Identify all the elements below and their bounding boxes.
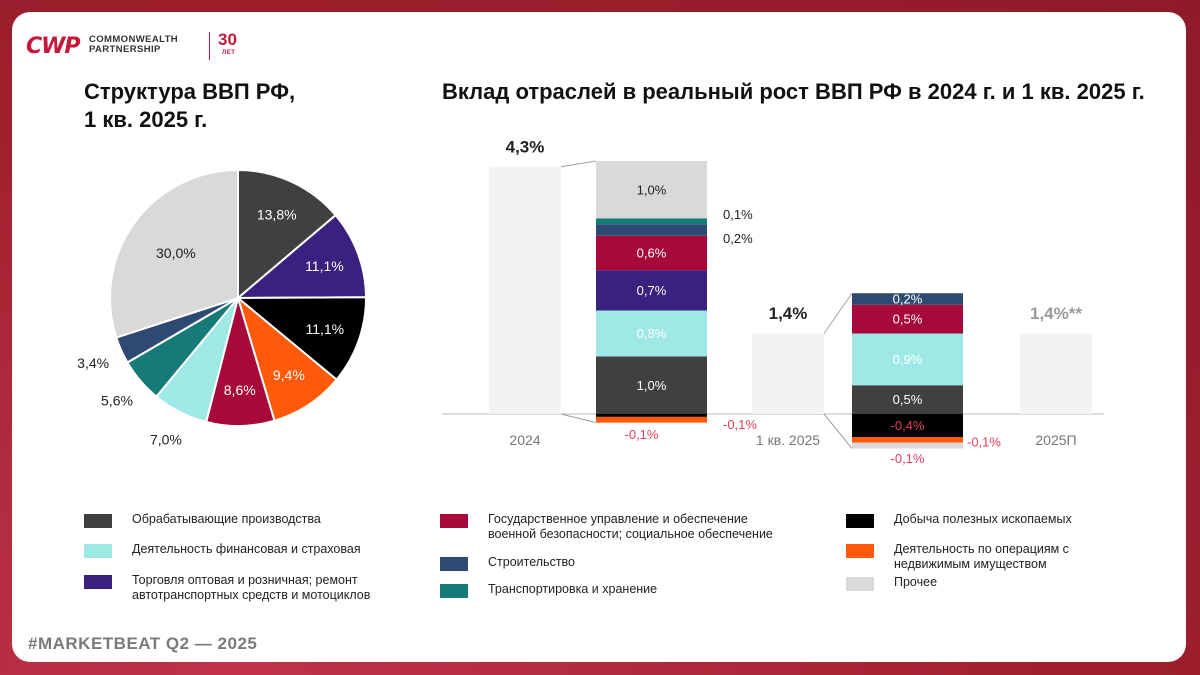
seg-0-construction	[596, 224, 707, 236]
seg-0-government	[596, 235, 707, 271]
seg-label-1-manufacturing: 0,5%	[893, 392, 923, 407]
bar-chart-title: Вклад отраслей в реальный рост ВВП РФ в …	[442, 79, 1145, 104]
seg-0-mining	[596, 414, 707, 417]
pie-label-transport: 5,6%	[101, 393, 133, 409]
legend-label-trade: Торговля оптовая и розничная; ремонт авт…	[132, 573, 371, 602]
legend-swatch-manufacturing	[84, 514, 112, 528]
legend-swatch-other	[846, 577, 874, 591]
seg-1-realestate	[852, 437, 963, 443]
total-label-1: 1,4%	[769, 304, 808, 323]
seg-extra-label-0: -0,1%	[723, 417, 757, 432]
company-logo: CWP COMMONWEALTH PARTNERSHIP 30 ЛЕТ	[26, 28, 256, 68]
logo-line-2: PARTNERSHIP	[89, 44, 161, 55]
seg-1-government	[852, 304, 963, 334]
seg-0-other	[596, 161, 707, 219]
legend-swatch-transport	[440, 584, 468, 598]
seg-label-0-other: 1,0%	[637, 182, 667, 197]
legend-label-realestate: Деятельность по операциям с недвижимым и…	[894, 542, 1069, 571]
pie-label-other: 30,0%	[156, 245, 196, 261]
legend-swatch-government	[440, 514, 468, 528]
seg-label-0-finance: 0,8%	[637, 326, 667, 341]
legend-swatch-trade	[84, 575, 112, 589]
logo-line-1: COMMONWEALTH	[89, 34, 179, 45]
axis-label-0: 2024	[509, 432, 540, 448]
pie-label-government: 8,6%	[224, 382, 256, 398]
seg-label-1-other: -0,1%	[891, 451, 925, 466]
bar-chart: 4,3% 2024 1,4% 1 кв. 2025 1,4%** 2025П 1,0% 0,8…	[442, 137, 1104, 466]
seg-label-1-construction: 0,2%	[893, 292, 923, 307]
seg-1-finance	[852, 333, 963, 386]
footer-tag: #MARKETBEAT Q2 — 2025	[28, 634, 258, 653]
legend-label-other: Прочее	[894, 575, 938, 589]
logo-separator	[209, 32, 210, 60]
seg-0-manufacturing	[596, 356, 707, 414]
pie-label-mining: 11,1%	[305, 321, 344, 337]
total-label-0: 4,3%	[506, 137, 545, 156]
pie-chart: 13,8% 11,1% 11,1% 9,4% 8,6% 7,0% 5,6% 3,4% 30,0%	[77, 168, 368, 447]
logo-years: 30	[218, 30, 237, 49]
axis-label-1: 1 кв. 2025	[756, 432, 820, 448]
pie-slice-realestate	[236, 295, 339, 422]
seg-1-mining	[852, 414, 963, 437]
connector-bottom-1	[823, 413, 853, 449]
connector-bottom-0	[560, 413, 597, 424]
seg-label-1-government: 0,5%	[893, 312, 923, 327]
logo-mark: CWP	[26, 34, 81, 59]
pie-slice-mining	[235, 296, 367, 381]
total-bar-0	[489, 166, 561, 414]
pie-title-line-2: 1 кв. 2025 г.	[84, 107, 208, 132]
legend-label-manufacturing: Обрабатывающие производства	[132, 512, 321, 526]
legend-swatch-construction	[440, 557, 468, 571]
seg-0-trade	[596, 270, 707, 311]
total-label-2: 1,4%**	[1030, 304, 1082, 323]
seg-0-realestate	[596, 416, 707, 423]
pie-label-manufacturing: 13,8%	[257, 206, 297, 222]
seg-1-manufacturing	[852, 385, 963, 414]
seg-label-0-construction: 0,2%	[723, 231, 753, 246]
pie-slice-manufacturing	[237, 168, 338, 301]
legend-label-finance: Деятельность финансовая и страховая	[132, 542, 361, 556]
legend-label-government: Государственное управление и обеспечение…	[488, 512, 773, 541]
total-bar-1	[752, 333, 824, 414]
seg-label-1-mining: -0,4%	[891, 418, 925, 433]
seg-label-0-trade: 0,7%	[637, 283, 667, 298]
legend-swatch-realestate	[846, 544, 874, 558]
seg-label-0-manufacturing: 1,0%	[637, 378, 667, 393]
pie-label-construction: 3,4%	[77, 355, 109, 371]
pie-label-finance: 7,0%	[150, 431, 182, 447]
axis-label-2: 2025П	[1035, 432, 1076, 448]
seg-label-1-finance: 0,9%	[893, 352, 923, 367]
seg-0-finance	[596, 310, 707, 357]
seg-1-other	[852, 442, 963, 449]
pie-title-line-1: Структура ВВП РФ,	[84, 79, 296, 104]
pie-chart-title: Структура ВВП РФ, 1 кв. 2025 г.	[84, 78, 364, 134]
legend-swatch-finance	[84, 544, 112, 558]
connector-top-1	[823, 292, 853, 334]
legend-label-transport: Транспортировка и хранение	[488, 582, 658, 596]
connector-top-0	[560, 160, 597, 168]
seg-0-transport	[596, 218, 707, 225]
legend-label-construction: Строительство	[488, 555, 575, 569]
pie-label-realestate: 9,4%	[273, 367, 305, 383]
charts-canvas: 13,8% 11,1% 11,1% 9,4% 8,6% 7,0% 5,6% 3,4% 30,0%…	[77, 137, 1104, 466]
seg-label-0-realestate: -0,1%	[625, 427, 659, 442]
logo-years-suffix: ЛЕТ	[222, 50, 236, 56]
logo-text: COMMONWEALTH PARTNERSHIP	[89, 35, 178, 55]
legend-swatch-mining	[846, 514, 874, 528]
seg-label-0-government: 0,6%	[637, 246, 667, 261]
legend-label-mining: Добыча полезных ископаемых	[894, 512, 1072, 526]
pie-slice-trade	[235, 213, 368, 300]
seg-label-1-realestate: -0,1%	[967, 434, 1001, 449]
seg-1-construction	[852, 293, 963, 305]
pie-label-trade: 11,1%	[305, 258, 344, 274]
total-bar-2	[1020, 333, 1092, 414]
slide-card: CWP COMMONWEALTH PARTNERSHIP 30 ЛЕТ Стру…	[12, 12, 1186, 662]
seg-label-0-transport: 0,1%	[723, 207, 753, 222]
pie-slice-other	[109, 168, 239, 339]
